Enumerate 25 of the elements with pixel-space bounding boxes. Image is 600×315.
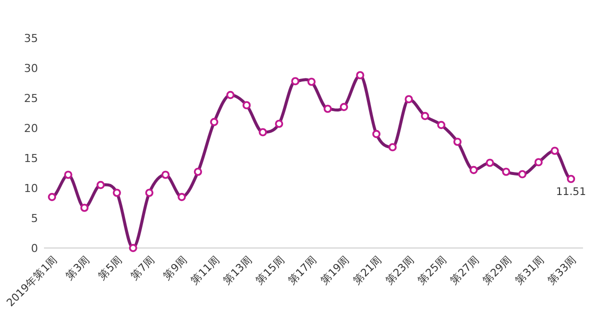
x-tick-label: 第21周 bbox=[350, 254, 384, 288]
y-tick-label: 20 bbox=[24, 122, 38, 135]
y-tick-label: 30 bbox=[24, 62, 38, 75]
x-tick-label: 第29周 bbox=[480, 254, 514, 288]
y-tick-label: 35 bbox=[24, 32, 38, 45]
x-tick-label: 第3周 bbox=[64, 254, 93, 282]
x-tick-label: 第15周 bbox=[254, 254, 288, 288]
x-tick-label: 第17周 bbox=[286, 254, 320, 288]
x-tick-label: 第27周 bbox=[448, 254, 482, 288]
x-tick-label: 第7周 bbox=[128, 254, 158, 282]
y-tick-label: 10 bbox=[24, 182, 38, 195]
x-tick-label: 第23周 bbox=[383, 254, 417, 288]
x-tick-label: 第11周 bbox=[188, 254, 222, 288]
x-tick-label: 第25周 bbox=[416, 254, 450, 288]
y-tick-label: 0 bbox=[31, 242, 38, 255]
x-tick-label: 第9周 bbox=[161, 254, 190, 282]
x-tick-label: 第13周 bbox=[221, 254, 255, 288]
x-tick-label: 第31周 bbox=[513, 254, 547, 288]
x-tick-label: 第33周 bbox=[546, 254, 580, 288]
y-tick-label: 25 bbox=[24, 92, 38, 105]
x-tick-label: 第19周 bbox=[318, 254, 352, 288]
x-tick-label: 第5周 bbox=[96, 254, 125, 282]
y-tick-label: 5 bbox=[31, 212, 38, 225]
data-label: 11.51 bbox=[556, 186, 586, 198]
y-tick-label: 15 bbox=[24, 152, 38, 165]
